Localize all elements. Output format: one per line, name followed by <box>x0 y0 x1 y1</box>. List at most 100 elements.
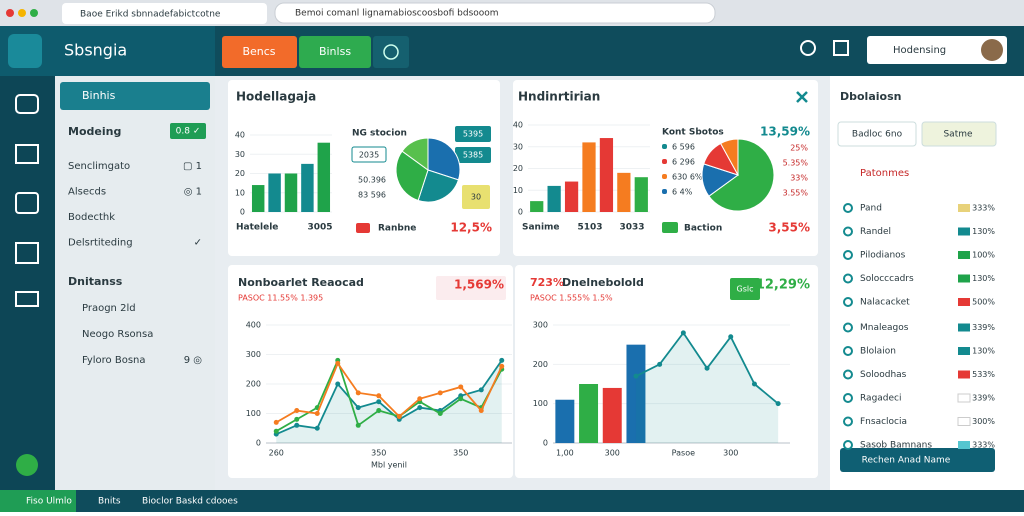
label: 339% <box>972 394 995 403</box>
y-tick-label: 30 <box>513 142 523 151</box>
label: 3,55% <box>768 221 810 235</box>
panel-title: Dbolaiosn <box>840 90 901 103</box>
label: Sasob Bamnans <box>860 441 932 451</box>
point <box>355 422 361 428</box>
button[interactable] <box>921 121 997 147</box>
label: 130% <box>972 227 995 236</box>
label: Fyloro Bosna <box>82 355 146 366</box>
y-tick-label: 0 <box>256 439 261 448</box>
label: 339% <box>972 323 995 332</box>
point <box>396 413 402 419</box>
point <box>657 361 663 367</box>
chip <box>455 147 491 163</box>
button[interactable] <box>299 36 371 68</box>
chip <box>462 185 490 209</box>
icon-button[interactable] <box>373 36 409 68</box>
label: Nalacacket <box>860 298 910 308</box>
label: Badloc 6no <box>852 130 903 140</box>
right-panel <box>830 80 1016 480</box>
user-icon[interactable] <box>800 40 816 56</box>
label: Gslc <box>737 285 754 294</box>
search-icon <box>383 44 399 60</box>
label: 533% <box>972 370 995 379</box>
x-tick-label: 350 <box>371 449 386 458</box>
swatch <box>958 227 970 236</box>
swatch <box>958 274 970 283</box>
point <box>355 390 361 396</box>
point <box>376 393 382 399</box>
label: Fnsaclocia <box>860 417 907 427</box>
status-tab[interactable] <box>0 490 76 512</box>
button[interactable] <box>837 121 917 147</box>
label: Hodensing <box>893 45 946 56</box>
bar <box>626 344 646 443</box>
bar <box>530 201 544 212</box>
rail-badge[interactable] <box>16 454 38 476</box>
label: ▢ 1 <box>183 161 202 172</box>
label: Satme <box>943 130 973 140</box>
chip <box>662 222 678 233</box>
selected-item[interactable] <box>60 82 210 110</box>
label: Bodecthk <box>68 212 115 223</box>
bar <box>301 163 314 212</box>
point <box>314 411 320 416</box>
label: Pilodianos <box>860 251 906 261</box>
swatch <box>958 370 970 379</box>
point <box>499 357 505 363</box>
y-tick-label: 300 <box>533 321 548 330</box>
search-box[interactable] <box>867 36 1007 64</box>
line <box>275 357 503 432</box>
label: NG stocion <box>352 129 407 139</box>
label: 723% <box>530 276 564 289</box>
label: 130% <box>972 274 995 283</box>
y-tick-label: 100 <box>533 399 548 408</box>
avatar[interactable] <box>981 39 1003 61</box>
rail-icon[interactable] <box>15 94 39 114</box>
pie-slice <box>401 137 429 171</box>
badge <box>170 123 206 139</box>
swatch <box>958 204 970 212</box>
rail-icon[interactable] <box>15 144 39 164</box>
point <box>294 416 300 422</box>
card-title: Nonboarlet Reaocad <box>238 276 364 289</box>
bar <box>634 177 648 212</box>
label: 100% <box>972 251 995 260</box>
swatch <box>958 251 970 259</box>
label: Rechen Anad Name <box>862 456 951 466</box>
chip <box>356 223 370 233</box>
rail-icon[interactable] <box>15 291 39 307</box>
rail-icon[interactable] <box>15 192 39 214</box>
tab[interactable] <box>62 3 267 24</box>
bar <box>599 138 614 212</box>
icon[interactable] <box>833 40 849 56</box>
action-button[interactable] <box>840 448 995 472</box>
y-tick-label: 0 <box>518 208 523 217</box>
point <box>417 396 423 402</box>
label: Pand <box>860 204 882 214</box>
label: 13,59% <box>760 125 810 139</box>
url-bar[interactable] <box>274 2 716 24</box>
rail-icon[interactable] <box>15 242 39 264</box>
label: Bemoi comanl lignamabioscoosbofi bdsooom <box>295 9 499 19</box>
line <box>275 361 503 424</box>
y-tick-label: 30 <box>235 150 245 159</box>
item-icon <box>843 226 853 237</box>
item-icon <box>843 250 853 260</box>
chip <box>662 174 667 179</box>
point <box>273 428 279 434</box>
label: ✓ <box>194 238 202 249</box>
label: Bioclor Baskd cdooes <box>142 497 238 507</box>
label: Binhis <box>82 89 116 102</box>
label: Baoe Erikd sbnnadefabictcotne <box>80 10 221 20</box>
axis-label: Mbl yenil <box>371 461 407 470</box>
button[interactable] <box>222 36 297 68</box>
label: Sanime <box>522 223 560 233</box>
swatch <box>958 441 970 449</box>
label: 6 4% <box>672 188 693 197</box>
label: Fiso Ulmlo <box>26 497 72 507</box>
label: 0.8 ✓ <box>176 127 201 137</box>
point <box>751 381 757 387</box>
pie-slice <box>708 138 775 212</box>
y-tick-label: 400 <box>246 321 261 330</box>
